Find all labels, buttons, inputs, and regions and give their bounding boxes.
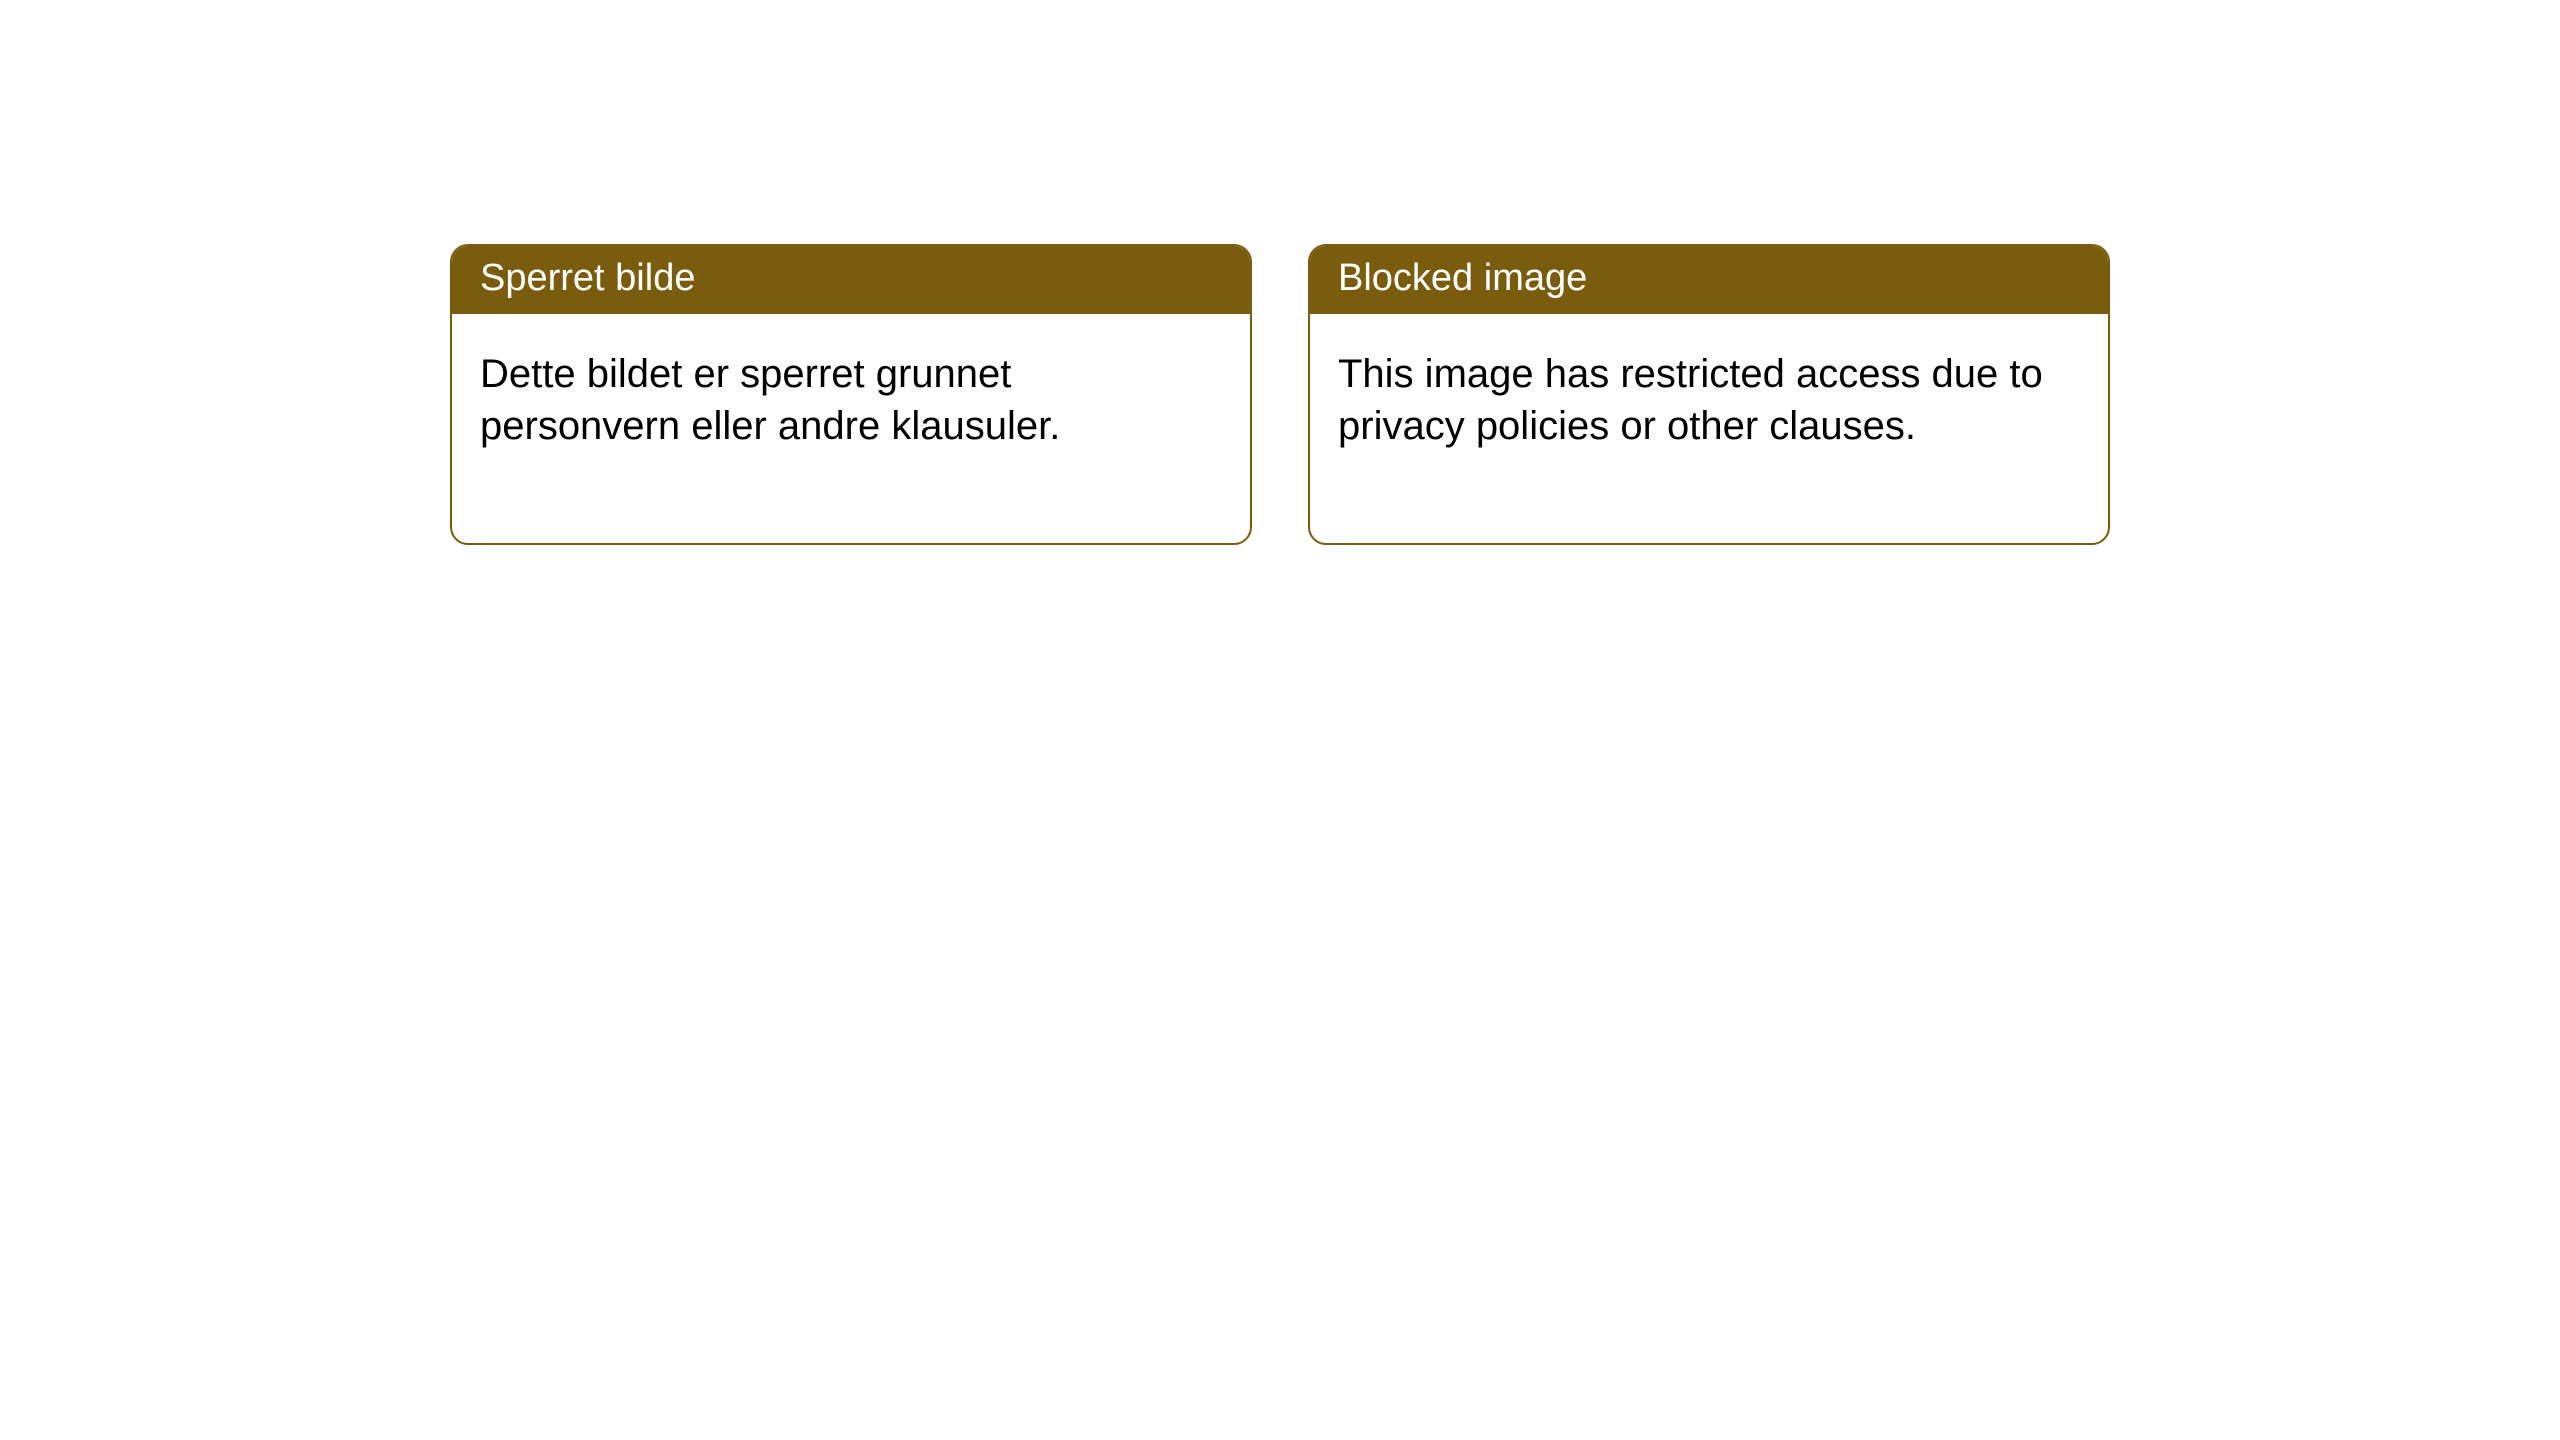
blocked-image-card-norwegian: Sperret bilde Dette bildet er sperret gr…: [450, 244, 1252, 545]
card-title-norwegian: Sperret bilde: [452, 246, 1250, 314]
blocked-image-card-english: Blocked image This image has restricted …: [1308, 244, 2110, 545]
card-title-english: Blocked image: [1310, 246, 2108, 314]
card-message-norwegian: Dette bildet er sperret grunnet personve…: [452, 314, 1250, 544]
card-message-english: This image has restricted access due to …: [1310, 314, 2108, 544]
